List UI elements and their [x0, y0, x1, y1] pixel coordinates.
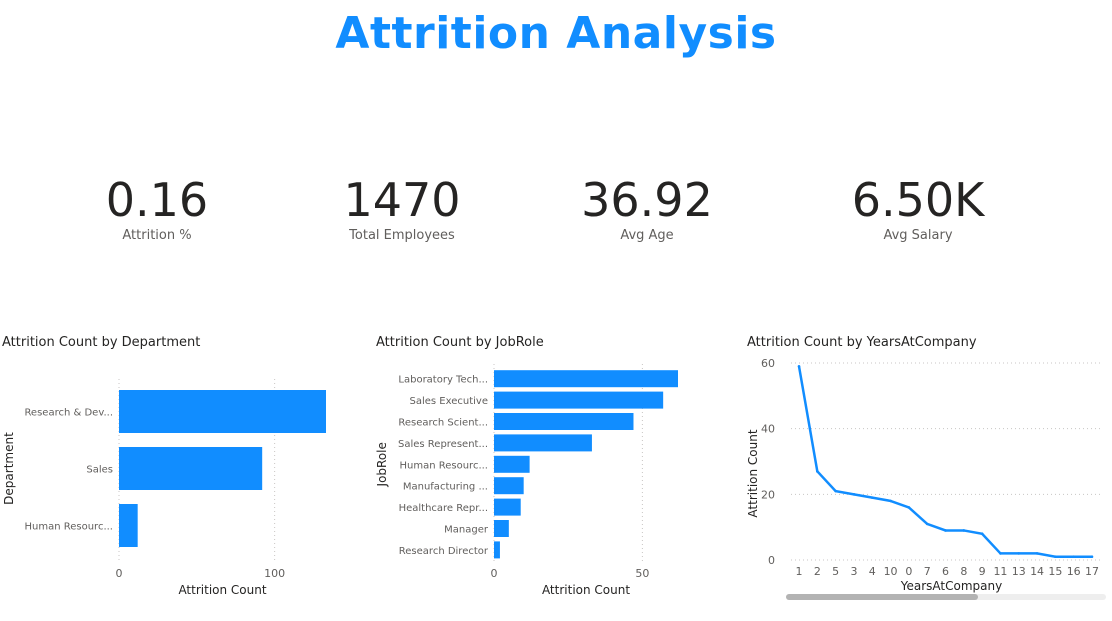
category-label: Manager: [444, 525, 489, 536]
bar: [494, 370, 678, 388]
data-point: [980, 532, 984, 536]
y-tick-label: 20: [761, 488, 775, 501]
data-point: [834, 489, 837, 493]
bar: [119, 504, 138, 547]
x-tick-label: 13: [1012, 565, 1026, 578]
category-label: Sales Executive: [410, 396, 488, 407]
category-label: Human Resourc...: [25, 522, 114, 533]
chart-title-jobrole: Attrition Count by JobRole: [376, 335, 544, 350]
category-label: Manufacturing ...: [403, 482, 488, 493]
series-line: [797, 366, 1092, 558]
x-tick-label: 50: [635, 567, 649, 580]
data-point: [907, 506, 911, 509]
category-label: Sales Represent...: [398, 439, 488, 450]
bar: [494, 434, 592, 452]
bar: [494, 498, 521, 516]
category-label: Laboratory Tech...: [398, 375, 488, 386]
bar: [494, 455, 530, 473]
x-tick-label: 16: [1067, 565, 1081, 578]
x-tick-label: 9: [979, 565, 986, 578]
x-tick-label: 10: [884, 565, 898, 578]
x-tick-label: 100: [264, 567, 285, 580]
category-label: Sales: [86, 465, 113, 476]
bar: [494, 413, 634, 430]
x-tick-label: 2: [814, 565, 821, 578]
data-point: [1017, 552, 1021, 555]
x-tick-label: 4: [869, 565, 876, 578]
chart-title-department: Attrition Count by Department: [2, 335, 201, 350]
kpi-card-attrition-pct[interactable]: 0.16 Attrition %: [47, 172, 267, 243]
bar: [119, 447, 263, 490]
bar: [494, 520, 509, 537]
x-tick-label: 8: [960, 565, 967, 578]
kpi-label: Avg Salary: [883, 228, 953, 243]
kpi-value: 1470: [343, 173, 461, 227]
department-bar-chart[interactable]: 0 100 Research & Dev... Sales Human Resourc.…: [0, 355, 360, 605]
category-label: Research & Dev...: [24, 408, 113, 419]
y-tick-label: 0: [768, 554, 775, 567]
category-label: Healthcare Repr...: [399, 503, 488, 514]
category-label: Research Scient...: [398, 418, 488, 429]
x-axis-title: Attrition Count: [178, 583, 266, 597]
chart-title-years: Attrition Count by YearsAtCompany: [747, 335, 977, 350]
jobrole-bar-chart[interactable]: 0 50 Laboratory Tech... Sales Executive Rese…: [370, 355, 720, 605]
y-axis-title: JobRole: [375, 442, 389, 487]
kpi-label: Total Employees: [349, 228, 455, 243]
data-point: [797, 364, 801, 368]
data-point: [852, 493, 856, 496]
data-point: [1090, 555, 1094, 559]
data-point: [925, 522, 929, 526]
y-axis-title: Attrition Count: [746, 429, 760, 517]
x-tick-label: 0: [116, 567, 123, 580]
kpi-label: Avg Age: [620, 228, 674, 243]
x-axis-title: YearsAtCompany: [900, 579, 1002, 593]
x-tick-label: 0: [905, 565, 912, 578]
horizontal-scrollbar[interactable]: [786, 594, 1106, 600]
x-tick-label: 15: [1048, 565, 1062, 578]
y-tick-label: 60: [761, 357, 775, 370]
data-point: [944, 529, 947, 532]
data-point: [962, 529, 966, 532]
category-label: Research Director: [399, 546, 489, 557]
data-point: [870, 496, 874, 499]
page-title: Attrition Analysis: [335, 8, 777, 59]
data-point: [1072, 555, 1075, 559]
kpi-card-avg-salary[interactable]: 6.50K Avg Salary: [808, 172, 1028, 243]
data-point: [816, 470, 819, 473]
kpi-label: Attrition %: [122, 228, 192, 243]
bar: [119, 390, 326, 433]
kpi-card-avg-age[interactable]: 36.92 Avg Age: [537, 172, 757, 243]
kpi-value: 36.92: [581, 173, 713, 227]
x-tick-label: 0: [491, 567, 498, 580]
kpi-value: 0.16: [105, 173, 209, 227]
scrollbar-thumb[interactable]: [786, 594, 978, 600]
x-axis-title: Attrition Count: [542, 583, 630, 597]
x-tick-label: 5: [832, 565, 839, 578]
bar: [494, 391, 664, 409]
x-tick-label: 1: [796, 565, 803, 578]
y-tick-label: 40: [761, 423, 775, 436]
x-tick-label: 17: [1085, 565, 1099, 578]
bar: [494, 541, 500, 559]
data-point: [889, 499, 892, 503]
kpi-value: 6.50K: [851, 173, 985, 227]
x-tick-label: 7: [924, 565, 931, 578]
y-axis-title: Department: [2, 432, 16, 505]
x-tick-label: 14: [1030, 565, 1044, 578]
bar: [494, 477, 524, 495]
x-tick-label: 6: [942, 565, 949, 578]
category-label: Human Resourc...: [400, 460, 489, 471]
data-point: [1054, 555, 1057, 559]
data-point: [1035, 552, 1039, 555]
data-point: [999, 552, 1002, 555]
kpi-card-total-employees[interactable]: 1470 Total Employees: [292, 172, 512, 243]
x-tick-label: 11: [993, 565, 1007, 578]
x-tick-label: 3: [850, 565, 857, 578]
